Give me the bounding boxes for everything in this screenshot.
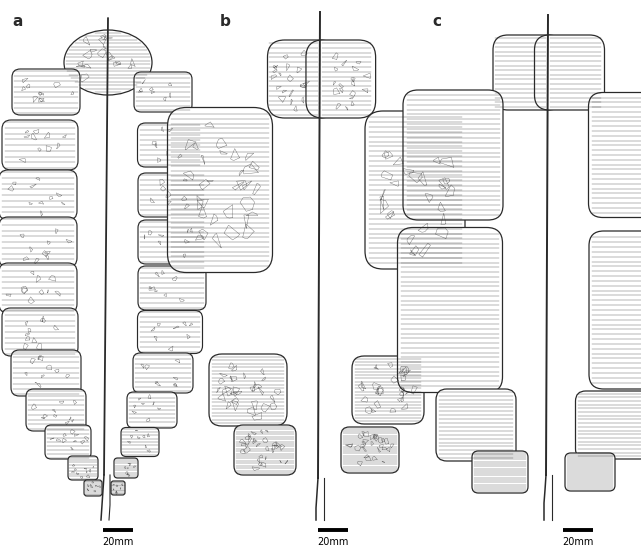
FancyBboxPatch shape — [0, 217, 77, 267]
FancyBboxPatch shape — [84, 480, 102, 496]
FancyBboxPatch shape — [588, 92, 641, 217]
FancyBboxPatch shape — [45, 425, 91, 459]
FancyBboxPatch shape — [234, 425, 296, 475]
FancyBboxPatch shape — [12, 69, 80, 115]
FancyBboxPatch shape — [397, 227, 503, 393]
Text: c: c — [432, 14, 441, 29]
FancyBboxPatch shape — [121, 428, 159, 457]
FancyBboxPatch shape — [138, 123, 203, 167]
Text: a: a — [12, 14, 22, 29]
Text: 20mm: 20mm — [317, 537, 349, 547]
FancyBboxPatch shape — [365, 111, 465, 269]
FancyBboxPatch shape — [209, 354, 287, 426]
FancyBboxPatch shape — [111, 481, 125, 495]
FancyBboxPatch shape — [472, 451, 528, 493]
FancyBboxPatch shape — [403, 90, 503, 220]
FancyBboxPatch shape — [535, 35, 604, 110]
FancyBboxPatch shape — [565, 453, 615, 491]
Text: b: b — [220, 14, 231, 29]
FancyBboxPatch shape — [0, 263, 77, 313]
FancyBboxPatch shape — [267, 40, 337, 118]
FancyBboxPatch shape — [0, 170, 77, 220]
Ellipse shape — [64, 30, 152, 95]
FancyBboxPatch shape — [2, 308, 78, 356]
FancyBboxPatch shape — [341, 427, 399, 473]
FancyBboxPatch shape — [138, 266, 206, 310]
FancyBboxPatch shape — [133, 353, 193, 393]
FancyBboxPatch shape — [352, 356, 424, 424]
FancyBboxPatch shape — [127, 392, 177, 428]
FancyBboxPatch shape — [436, 389, 516, 461]
FancyBboxPatch shape — [68, 456, 98, 480]
FancyBboxPatch shape — [138, 220, 206, 264]
FancyBboxPatch shape — [11, 350, 81, 396]
FancyBboxPatch shape — [576, 391, 641, 459]
FancyBboxPatch shape — [134, 72, 192, 112]
FancyBboxPatch shape — [26, 389, 86, 431]
Text: 20mm: 20mm — [562, 537, 594, 547]
FancyBboxPatch shape — [138, 173, 206, 217]
FancyBboxPatch shape — [114, 458, 138, 478]
FancyBboxPatch shape — [138, 311, 203, 354]
FancyBboxPatch shape — [2, 120, 78, 170]
FancyBboxPatch shape — [493, 35, 563, 110]
FancyBboxPatch shape — [167, 108, 272, 272]
FancyBboxPatch shape — [589, 231, 641, 389]
Text: 20mm: 20mm — [103, 537, 134, 547]
FancyBboxPatch shape — [306, 40, 376, 118]
